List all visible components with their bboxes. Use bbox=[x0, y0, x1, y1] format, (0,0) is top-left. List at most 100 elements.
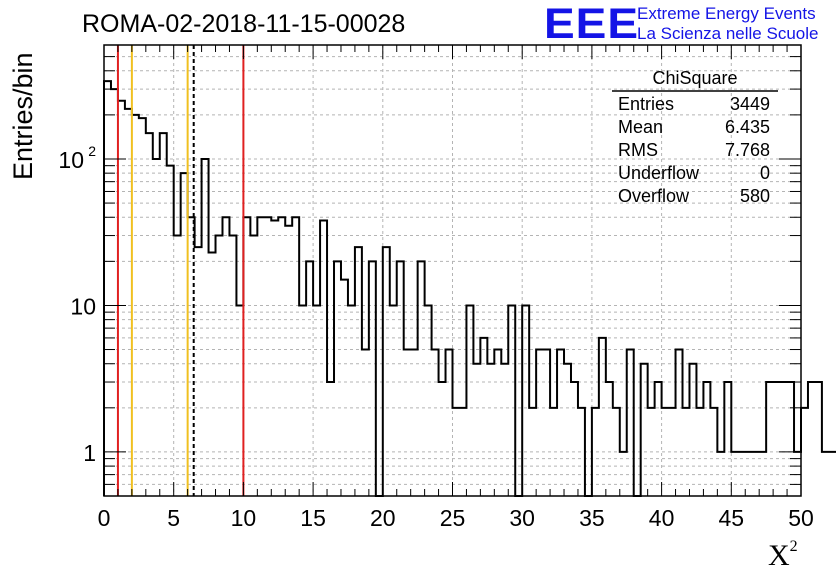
histogram-bin bbox=[529, 408, 536, 496]
histogram-bin bbox=[655, 382, 662, 496]
histogram-bin bbox=[132, 115, 139, 496]
x-tick-label: 45 bbox=[719, 505, 745, 531]
histogram-bin bbox=[320, 221, 327, 496]
histogram-bin bbox=[669, 408, 676, 496]
histogram-bin bbox=[592, 408, 599, 496]
y-tick-label: 10 bbox=[58, 147, 84, 173]
histogram-bin bbox=[480, 338, 487, 496]
histogram-bin bbox=[731, 452, 738, 496]
histogram-bin bbox=[446, 350, 453, 496]
histogram-bin bbox=[362, 350, 369, 496]
y-tick-label: 1 bbox=[83, 440, 96, 466]
histogram-bin bbox=[243, 217, 250, 496]
histogram-bin bbox=[557, 350, 564, 496]
histogram-bin bbox=[292, 217, 299, 496]
histogram-bin bbox=[543, 350, 550, 496]
histogram-bin bbox=[229, 236, 236, 496]
histogram-bin bbox=[641, 364, 648, 496]
histogram-bin bbox=[536, 350, 543, 496]
histogram-bin bbox=[564, 364, 571, 496]
histogram-bin bbox=[355, 247, 362, 496]
histogram-bin bbox=[473, 364, 480, 496]
histogram-bin bbox=[759, 452, 766, 496]
stats-value: 7.768 bbox=[725, 140, 770, 160]
histogram-bin bbox=[773, 382, 780, 496]
histogram-bin bbox=[738, 452, 745, 496]
histogram-bin bbox=[397, 261, 404, 496]
x-tick-label: 5 bbox=[167, 505, 180, 531]
histogram-bin bbox=[299, 305, 306, 496]
histogram-bin bbox=[522, 305, 529, 496]
histogram-bin bbox=[703, 382, 710, 496]
histogram-bin bbox=[390, 305, 397, 496]
histogram-bin bbox=[606, 382, 613, 496]
histogram-bin bbox=[676, 350, 683, 496]
x-tick-label: 25 bbox=[440, 505, 466, 531]
histogram-bin bbox=[271, 221, 278, 496]
histogram-bin bbox=[829, 452, 836, 496]
histogram-bin bbox=[432, 350, 439, 496]
histogram-bin bbox=[236, 305, 243, 496]
histogram-bin bbox=[780, 382, 787, 496]
histogram-bin bbox=[146, 133, 153, 496]
histogram-bin bbox=[334, 261, 341, 496]
histogram-bin bbox=[501, 364, 508, 496]
histogram-bin bbox=[306, 261, 313, 496]
histogram-bin bbox=[411, 350, 418, 496]
x-tick-label: 35 bbox=[579, 505, 605, 531]
histogram-bin bbox=[627, 350, 634, 496]
histogram-bin bbox=[348, 305, 355, 496]
histogram-bin bbox=[683, 408, 690, 496]
histogram-bin bbox=[550, 408, 557, 496]
histogram-bin bbox=[508, 305, 515, 496]
histogram-bin bbox=[620, 452, 627, 496]
stats-label: Underflow bbox=[618, 163, 700, 183]
stats-label: RMS bbox=[618, 140, 658, 160]
histogram-bin bbox=[153, 159, 160, 496]
histogram-bin bbox=[815, 382, 822, 496]
x-tick-label: 30 bbox=[509, 505, 535, 531]
histogram-bin bbox=[327, 382, 334, 496]
histogram-bin bbox=[662, 408, 669, 496]
histogram-bin bbox=[167, 166, 174, 496]
x-tick-label: 15 bbox=[300, 505, 326, 531]
stats-label: Mean bbox=[618, 117, 663, 137]
stats-label: Entries bbox=[618, 94, 674, 114]
histogram-bin bbox=[264, 217, 271, 496]
histogram-bin bbox=[766, 382, 773, 496]
histogram-bin bbox=[257, 217, 264, 496]
x-tick-label: 40 bbox=[649, 505, 675, 531]
histogram-bin bbox=[160, 133, 167, 496]
histogram-bin bbox=[578, 408, 585, 496]
histogram-bin bbox=[494, 350, 501, 496]
histogram-bin bbox=[487, 364, 494, 496]
histogram-bin bbox=[801, 408, 808, 496]
stats-value: 580 bbox=[740, 186, 770, 206]
histogram-bin bbox=[724, 382, 731, 496]
x-tick-label: 10 bbox=[231, 505, 257, 531]
histogram-bin bbox=[752, 452, 759, 496]
histogram-bin bbox=[459, 408, 466, 496]
histogram-bin bbox=[181, 173, 188, 496]
histogram-bin bbox=[599, 338, 606, 496]
histogram-bin bbox=[216, 236, 223, 496]
histogram-bin bbox=[648, 408, 655, 496]
stats-label: Overflow bbox=[618, 186, 690, 206]
stats-value: 0 bbox=[760, 163, 770, 183]
histogram-bin bbox=[278, 217, 285, 496]
histogram-bin bbox=[222, 217, 229, 496]
x-tick-label: 0 bbox=[98, 505, 111, 531]
histogram-bin bbox=[613, 408, 620, 496]
histogram-bin bbox=[285, 226, 292, 496]
histogram-bin bbox=[111, 89, 118, 496]
histogram-bin bbox=[745, 452, 752, 496]
histogram-bin bbox=[125, 109, 132, 496]
histogram-bin bbox=[710, 408, 717, 496]
histogram-bin bbox=[571, 382, 578, 496]
histogram-bin bbox=[404, 350, 411, 496]
histogram-bin bbox=[696, 408, 703, 496]
histogram-bin bbox=[369, 261, 376, 496]
histogram-bin bbox=[209, 252, 216, 496]
x-tick-label: 20 bbox=[370, 505, 396, 531]
